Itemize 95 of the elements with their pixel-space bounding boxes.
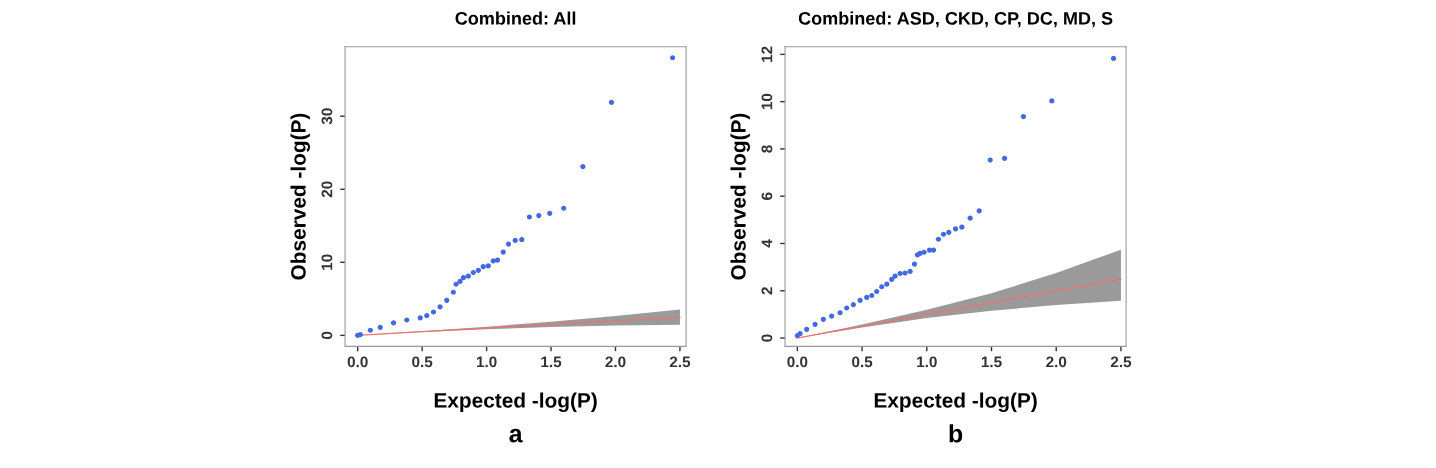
text: b [949,424,963,443]
point [829,313,835,319]
point [404,317,410,323]
point [952,226,959,232]
point [367,327,373,333]
point [377,324,383,330]
point [536,212,542,219]
y-tick-label: 12 [761,46,773,62]
x-tick-label: 1.5 [981,356,1002,368]
point [561,205,567,211]
point [812,321,818,327]
point [505,241,512,247]
point [935,236,942,242]
y-tick-label: 0 [761,334,773,342]
point [1020,113,1027,120]
point [480,264,486,270]
point [465,273,471,279]
y-tick-label: 8 [761,145,773,153]
point [897,270,903,277]
point [850,302,856,308]
chart-title: Combined: ASD, CKD, CP, DC, MD, S [798,11,1113,28]
point [857,297,863,304]
text: a [509,428,523,443]
point [460,275,466,281]
point [911,261,918,267]
point [500,249,506,255]
x-tick-label: 2.5 [669,356,691,368]
y-tick-label: 6 [761,192,773,200]
point [580,164,586,170]
line-series [796,278,1122,339]
x-axis-title: Expected -log(P) [434,392,597,413]
point [494,257,501,263]
point [1049,98,1055,104]
point [444,297,450,303]
x-tick-label: 0.0 [787,356,808,368]
point [669,55,676,61]
point [512,237,518,243]
point [1001,155,1008,161]
point [837,310,843,316]
point [976,208,982,214]
point [424,313,430,319]
point [892,273,898,279]
x-tick-label: 0.5 [852,356,873,368]
x-tick-label: 2.0 [1046,356,1067,368]
point [987,157,993,163]
y-tick-label: 10 [321,254,333,270]
y-tick-label: 30 [321,108,333,125]
point [864,294,870,300]
y-axis-title: Observed -log(P) [730,113,750,280]
point [884,281,890,287]
y-tick-label: 4 [761,239,773,248]
point [417,315,423,321]
x-tick-label: 1.0 [476,356,497,368]
point [430,309,437,315]
point [930,247,937,253]
point [889,276,895,283]
point [902,270,908,276]
x-tick-label: 1.0 [917,356,937,368]
point [804,326,810,332]
point [967,215,973,221]
point [921,249,927,255]
point [844,305,850,311]
point [946,229,952,235]
point [820,316,826,322]
y-tick-label: 10 [761,93,773,110]
point [1110,55,1117,61]
point [485,263,491,269]
point [874,288,880,295]
point [547,210,553,216]
point [475,267,481,273]
point [457,278,463,284]
point [470,269,476,276]
point [526,214,532,220]
point [907,268,913,274]
point [608,99,615,105]
y-tick-label: 0 [321,331,333,340]
point [437,304,443,310]
chart-title: Combined: All [455,11,576,25]
x-axis-title: Expected -log(P) [874,392,1037,413]
x-tick-label: 0.0 [347,356,368,368]
point [519,237,525,243]
point [450,289,456,295]
point [453,281,459,287]
point [869,292,875,299]
y-tick-label: 20 [321,181,333,198]
x-tick-label: 2.5 [1110,356,1132,368]
y-tick-label: 2 [761,287,773,295]
x-tick-label: 2.0 [605,356,626,368]
point [940,231,947,237]
point [390,320,397,326]
x-tick-label: 0.5 [412,356,433,368]
point [879,284,885,290]
x-tick-label: 1.5 [541,356,562,368]
y-axis-title: Observed -log(P) [290,113,310,280]
point [959,224,965,230]
